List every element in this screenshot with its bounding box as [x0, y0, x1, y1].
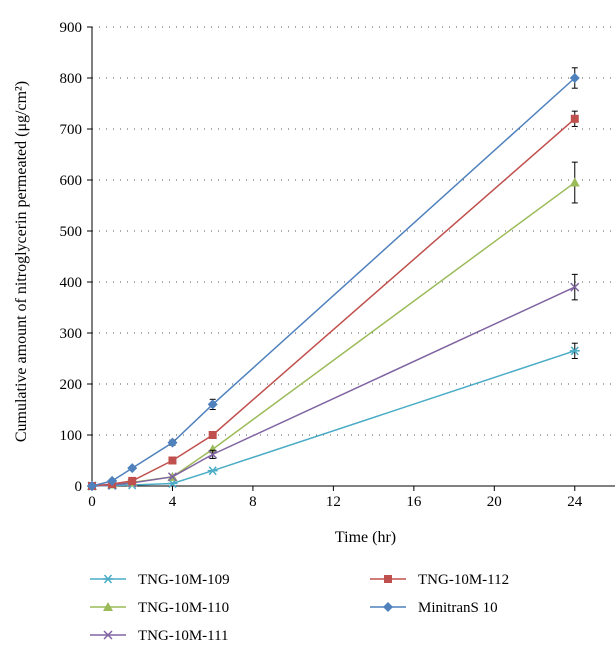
legend-label: TNG-10M-111	[138, 628, 229, 644]
legend-marker	[103, 574, 113, 584]
data-point-3-3	[168, 456, 177, 465]
series-line-2	[91, 286, 576, 487]
data-point-2-4	[208, 449, 218, 459]
series-1	[87, 161, 580, 490]
x-tick-label-16: 16	[406, 494, 422, 510]
legend-item-0: TNG-10M-109	[90, 572, 230, 588]
data-point-2-5	[570, 282, 580, 292]
axes	[87, 26, 615, 491]
data-point-4-3	[167, 437, 178, 448]
data-point-0-5	[569, 346, 580, 356]
legend-marker	[384, 575, 392, 583]
legend-label: TNG-10M-110	[138, 600, 229, 616]
data-point-0-4	[207, 466, 218, 476]
y-tick-label-900: 900	[60, 20, 83, 36]
grid-lines	[92, 26, 615, 436]
y-tick-label-100: 100	[60, 428, 83, 444]
series-line-4	[91, 77, 576, 487]
series-line-0	[91, 350, 576, 487]
legend-item-2: TNG-10M-111	[90, 628, 229, 644]
x-tick-label-8: 8	[249, 494, 257, 510]
y-tick-label-400: 400	[60, 275, 83, 291]
y-axis-title: Cumulative amount of nitroglycerin perme…	[13, 81, 30, 442]
data-point-4-5	[569, 73, 580, 83]
legend-item-4: MinitranS 10	[370, 600, 498, 616]
legend-marker	[103, 630, 113, 640]
series-3	[88, 110, 579, 490]
legend-label: TNG-10M-109	[138, 572, 230, 588]
data-point-3-5	[570, 114, 579, 123]
x-axis-title: Time (hr)	[335, 529, 396, 546]
legend-item-1: TNG-10M-110	[90, 600, 229, 616]
y-tick-label-200: 200	[60, 377, 83, 393]
x-tick-label-24: 24	[567, 494, 583, 510]
legend-marker	[383, 602, 393, 612]
x-tick-label-20: 20	[487, 494, 502, 510]
data-point-3-4	[208, 431, 217, 439]
series-line-1	[91, 181, 576, 487]
y-tick-label-300: 300	[60, 326, 83, 342]
tick-labels: 0 100 200 300 400 500 600 700 800 900 0 4 8 12 16 20 24	[60, 20, 583, 510]
data-point-4-0	[87, 481, 97, 491]
series-layer	[87, 67, 580, 491]
data-point-1-5	[569, 177, 580, 187]
y-tick-label-600: 600	[60, 173, 83, 189]
data-point-4-4	[207, 399, 218, 410]
data-point-3-2	[128, 476, 137, 485]
y-tick-label-700: 700	[60, 122, 83, 138]
x-tick-label-12: 12	[326, 494, 341, 510]
legend: TNG-10M-109 TNG-10M-110 TNG-10M-111 TNG-10M…	[90, 572, 509, 644]
series-2	[87, 273, 580, 491]
legend-label: TNG-10M-112	[418, 572, 509, 588]
x-tick-label-4: 4	[169, 494, 177, 510]
legend-label: MinitranS 10	[418, 600, 498, 616]
y-tick-label-0: 0	[75, 479, 83, 495]
series-4	[87, 67, 580, 491]
data-point-4-2	[127, 463, 138, 474]
data-point-4-1	[107, 475, 118, 486]
y-tick-label-800: 800	[60, 71, 83, 87]
y-tick-label-500: 500	[60, 224, 83, 240]
data-point-2-3	[167, 472, 177, 482]
legend-marker	[103, 602, 113, 611]
x-tick-label-0: 0	[88, 494, 96, 510]
series-0	[87, 342, 580, 491]
legend-item-3: TNG-10M-112	[370, 572, 509, 588]
